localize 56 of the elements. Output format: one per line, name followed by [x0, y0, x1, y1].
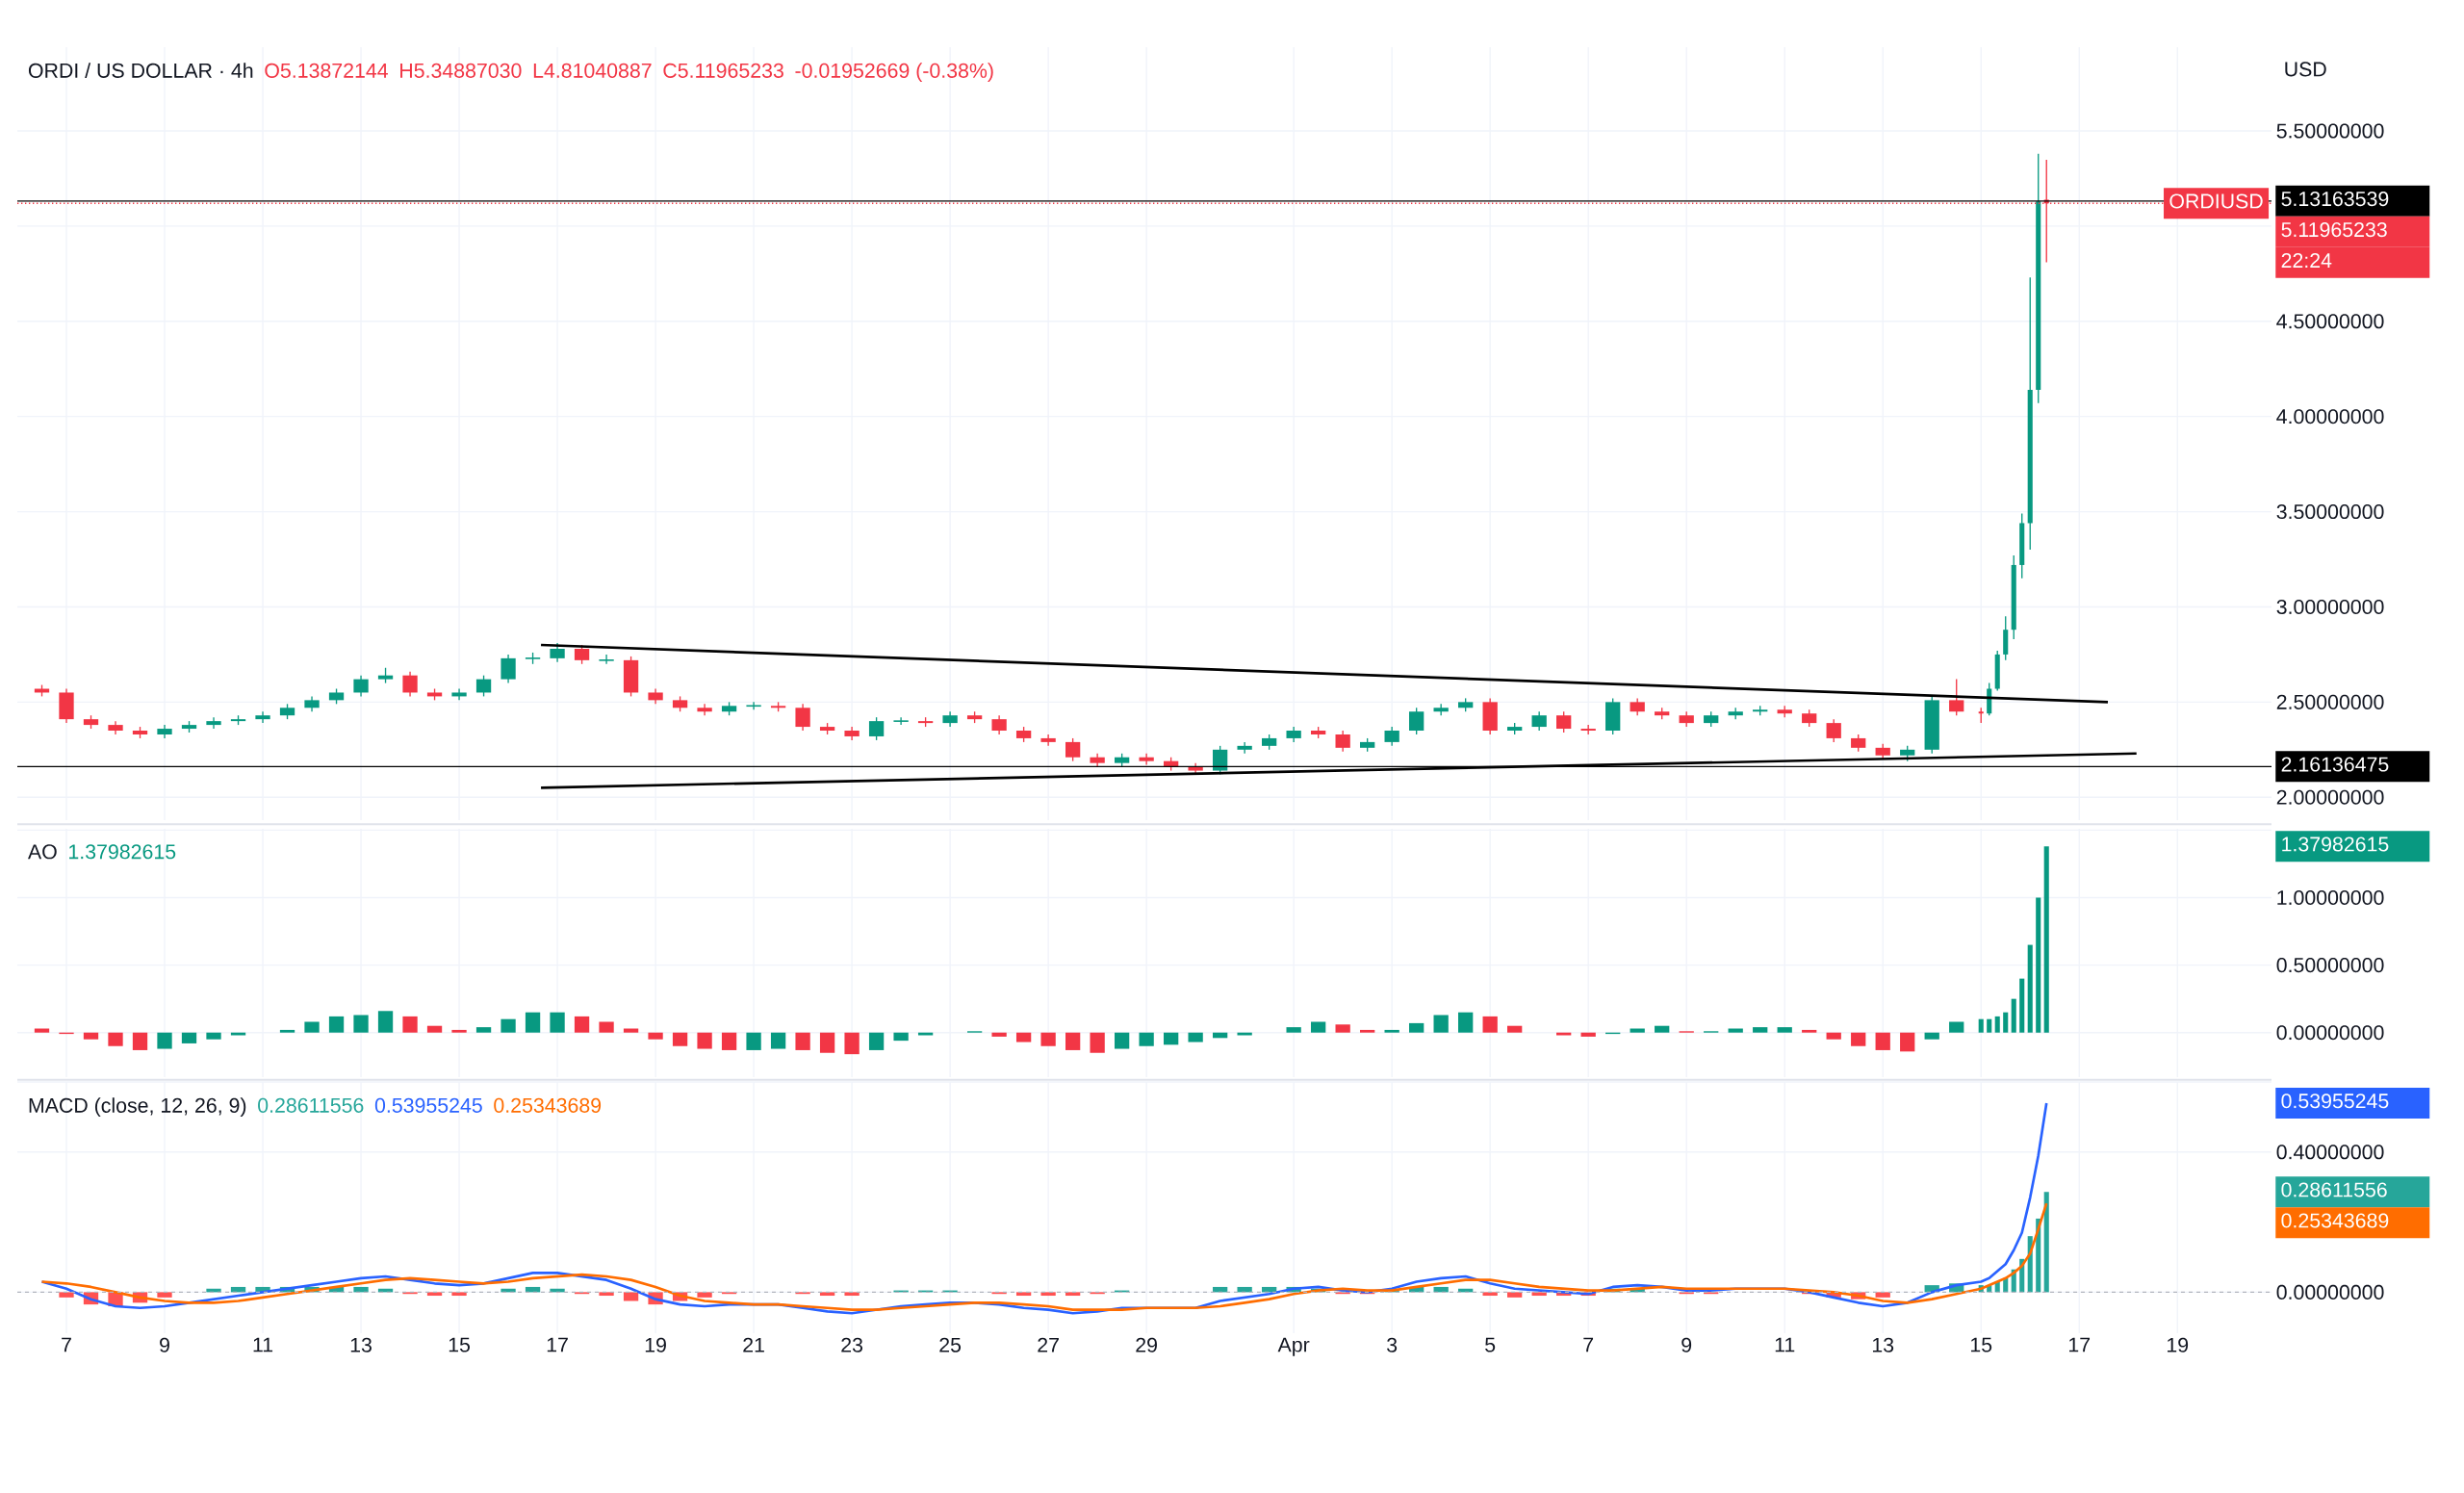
- x-tick-label: 11: [253, 1337, 273, 1352]
- x-tick-label: 29: [1136, 1337, 1157, 1352]
- x-tick-label: 11: [1775, 1337, 1795, 1352]
- annotation: O5.13872144: [265, 63, 388, 78]
- annotation: C5.11965233: [663, 63, 783, 78]
- y-tick-label: 4.00000000: [2276, 409, 2384, 425]
- x-tick-label: Apr: [1277, 1337, 1310, 1356]
- x-tick-label: 27: [1038, 1337, 1059, 1352]
- x-tick-label: 19: [2168, 1337, 2189, 1352]
- y-tick-label: 0.00000000: [2276, 1284, 2384, 1300]
- x-tick-label: 23: [841, 1337, 863, 1352]
- text: AO: [27, 844, 57, 860]
- text: 22:24: [2281, 253, 2332, 268]
- y-tick-label: 2.00000000: [2276, 789, 2384, 805]
- ref-line-label: 2.16136475: [2281, 757, 2389, 772]
- y-tick-label: 0.00000000: [2276, 1025, 2384, 1041]
- annotation: ORDIUSD: [2169, 193, 2263, 209]
- x-tick-label: 9: [160, 1337, 169, 1352]
- x-tick-label: 25: [939, 1337, 962, 1352]
- x-tick-label: 5: [1485, 1337, 1496, 1352]
- ref-line-label: 5.13163539: [2281, 192, 2389, 207]
- x-tick-label: 3: [1387, 1337, 1398, 1352]
- y-tick-label: 3.00000000: [2276, 599, 2384, 615]
- x-tick-label: 13: [350, 1337, 372, 1352]
- text: 0.25343689: [2281, 1213, 2389, 1228]
- y-tick-label: 0.40000000: [2276, 1145, 2384, 1160]
- annotation: -0.01952669 (-0.38%): [795, 63, 993, 83]
- annotation: 0.53955245: [374, 1097, 482, 1113]
- y-tick-label: 4.50000000: [2276, 314, 2384, 329]
- x-tick-label: 7: [62, 1337, 71, 1352]
- text: 0.53955245: [2281, 1094, 2389, 1109]
- annotation: L4.81040887: [533, 63, 652, 78]
- text: 1.37982615: [2282, 837, 2389, 852]
- y-axis-title: USD: [2285, 62, 2326, 77]
- y-tick-label: 1.00000000: [2277, 889, 2384, 906]
- annotation: H5.34887030: [400, 63, 522, 78]
- ref-line-label: 5.11965233: [2281, 222, 2387, 238]
- x-tick-label: 19: [645, 1337, 666, 1352]
- x-tick-label: 13: [1872, 1337, 1894, 1352]
- x-tick-label: 21: [743, 1337, 764, 1352]
- annotation: 1.37982615: [69, 844, 176, 860]
- annotation: 0.28611556: [258, 1097, 364, 1113]
- text: 0.28611556: [2281, 1182, 2387, 1197]
- x-tick-label: 17: [547, 1337, 568, 1352]
- x-tick-label: 7: [1583, 1337, 1594, 1352]
- x-tick-label: 15: [1970, 1337, 1992, 1352]
- y-tick-label: 5.50000000: [2276, 123, 2384, 139]
- x-tick-label: 17: [2069, 1337, 2091, 1352]
- y-tick-label: 2.50000000: [2276, 694, 2384, 709]
- annotation: 0.25343689: [494, 1097, 602, 1113]
- x-tick-label: 9: [1681, 1337, 1692, 1352]
- text: MACD (close, 12, 26, 9): [29, 1097, 246, 1118]
- y-tick-label: 3.50000000: [2276, 504, 2384, 520]
- text: ORDI / US DOLLAR · 4h: [28, 63, 253, 78]
- y-tick-label: 0.50000000: [2276, 958, 2384, 973]
- x-tick-label: 15: [449, 1337, 471, 1352]
